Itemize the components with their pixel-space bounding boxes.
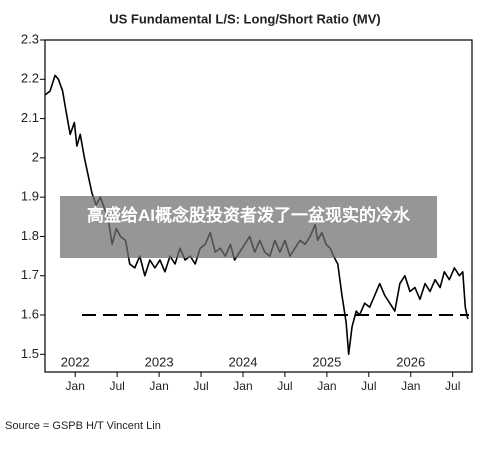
y-tick-label: 2.1 bbox=[21, 110, 39, 125]
year-label: 2025 bbox=[312, 354, 341, 369]
x-tick-label: Jul bbox=[277, 379, 292, 393]
y-tick-label: 1.9 bbox=[21, 189, 39, 204]
x-tick-label: Jul bbox=[445, 379, 460, 393]
year-label: 2022 bbox=[61, 354, 90, 369]
chart-title: US Fundamental L/S: Long/Short Ratio (MV… bbox=[109, 11, 381, 26]
y-tick-label: 2.3 bbox=[21, 31, 39, 46]
x-tick-label: Jul bbox=[193, 379, 208, 393]
x-tick-label: Jul bbox=[109, 379, 124, 393]
x-tick-label: Jan bbox=[233, 379, 252, 393]
y-tick-label: 2 bbox=[32, 149, 39, 164]
y-tick-label: 1.8 bbox=[21, 228, 39, 243]
plot-frame bbox=[44, 39, 473, 373]
y-tick-label: 2.2 bbox=[21, 71, 39, 86]
year-label: 2024 bbox=[229, 354, 258, 369]
x-tick-label: Jul bbox=[361, 379, 376, 393]
x-tick-label: Jan bbox=[401, 379, 420, 393]
year-label: 2023 bbox=[145, 354, 174, 369]
overlay-caption: 高盛给AI概念股投资者泼了一盆现实的冷水 bbox=[60, 196, 437, 258]
y-tick-label: 1.5 bbox=[21, 346, 39, 361]
x-tick-label: Jan bbox=[317, 379, 336, 393]
x-tick-label: Jan bbox=[66, 379, 85, 393]
y-tick-label: 1.7 bbox=[21, 267, 39, 282]
x-tick-label: Jan bbox=[149, 379, 168, 393]
source-note: Source = GSPB H/T Vincent Lin bbox=[5, 420, 161, 432]
y-tick-label: 1.6 bbox=[21, 306, 39, 321]
year-label: 2026 bbox=[396, 354, 425, 369]
